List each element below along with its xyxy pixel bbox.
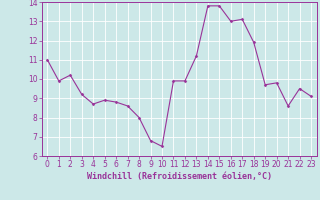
X-axis label: Windchill (Refroidissement éolien,°C): Windchill (Refroidissement éolien,°C) (87, 172, 272, 181)
